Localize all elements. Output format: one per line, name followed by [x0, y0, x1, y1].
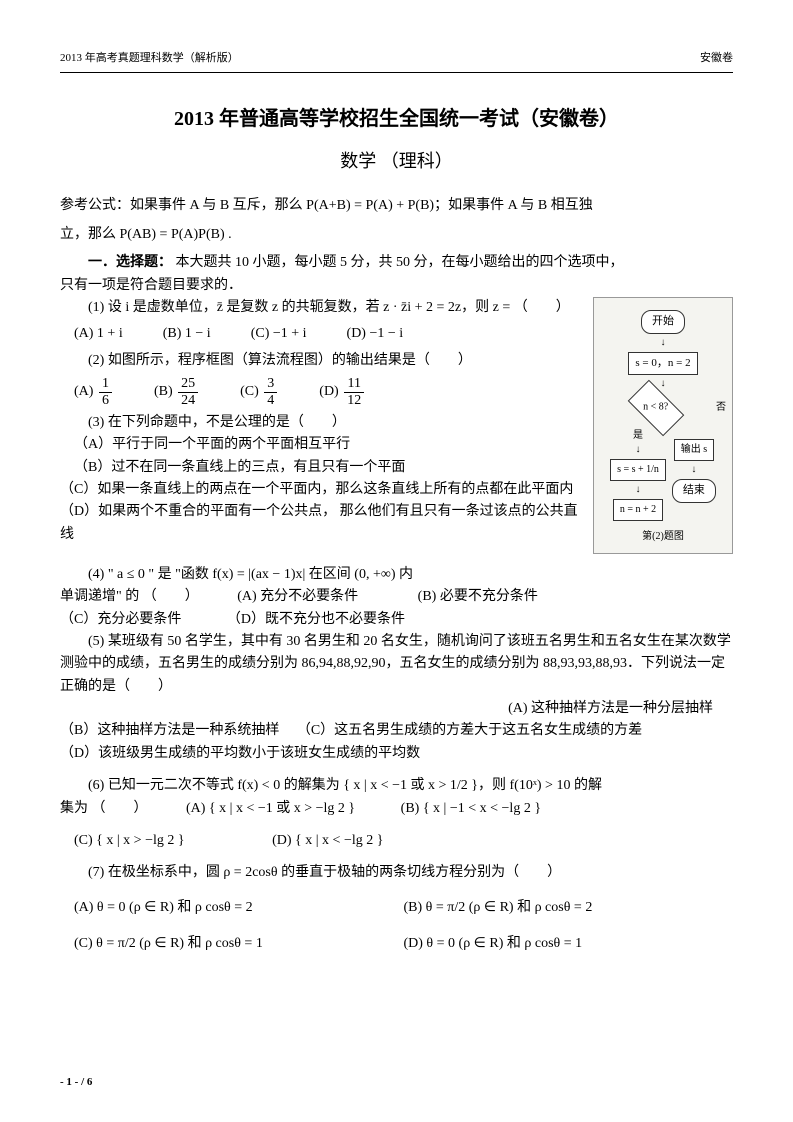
q1-opt-c: (C) −1 + i [251, 323, 307, 345]
q7-options-2: (C) θ = π/2 (ρ ∈ R) 和 ρ cosθ = 1 (D) θ =… [60, 931, 733, 957]
q4-text-1: (4) " a ≤ 0 " 是 "函数 f(x) = |(ax − 1)x| 在… [88, 567, 413, 582]
q6-text: (6) 已知一元二次不等式 f(x) < 0 的解集为 { x | x < −1… [60, 775, 733, 797]
frac-d: 1112 [344, 376, 364, 408]
arrow-icon: ↓ [600, 379, 726, 389]
fc-step2: n = n + 2 [613, 499, 663, 521]
q2-opt-b: (B) 2524 [154, 376, 200, 408]
frac-a-den: 6 [99, 393, 112, 408]
fc-caption: 第(2)题图 [600, 529, 726, 545]
q6-opt-c: (C) { x | x > −lg 2 } [74, 833, 185, 848]
formula-intro: 参考公式：如果事件 A 与 B 互斥，那么 P(A+B) = P(A) + P(… [60, 195, 733, 217]
sec-desc-1: 本大题共 10 小题，每小题 5 分，共 50 分，在每小题给出的四个选项中， [176, 255, 624, 270]
q6-opt-a: (A) { x | x < −1 或 x > −lg 2 } [186, 801, 355, 816]
fc-yes-label: 是 [633, 430, 643, 441]
section-1-title: 一．选择题： 本大题共 10 小题，每小题 5 分，共 50 分，在每小题给出的… [60, 252, 733, 274]
exam-title: 2013 年普通高等学校招生全国统一考试（安徽卷） [60, 103, 733, 135]
page-header: 2013 年高考真题理科数学（解析版） 安徽卷 [60, 50, 733, 73]
q5-opt-a: (A) 这种抽样方法是一种分层抽样 [508, 701, 713, 716]
q1-opt-a: (A) 1 + i [74, 323, 123, 345]
sec-title-text: 一．选择题： [88, 255, 172, 270]
q2-b-label: (B) [154, 384, 173, 399]
exam-subtitle: 数学 （理科） [60, 147, 733, 176]
q4-line3: （C）充分必要条件 （D）既不充分也不必要条件 [60, 609, 733, 631]
q7-options: (A) θ = 0 (ρ ∈ R) 和 ρ cosθ = 2 (B) θ = π… [60, 895, 733, 921]
q3-text: (3) 在下列命题中，不是公理的是（ ） [60, 412, 583, 434]
q5-opt-d: （D）该班级男生成绩的平均数小于该班女生成绩的平均数 [60, 743, 733, 765]
q7-opt-b: (B) θ = π/2 (ρ ∈ R) 和 ρ cosθ = 2 [404, 897, 734, 919]
frac-d-num: 11 [344, 376, 364, 392]
q2-c-label: (C) [240, 384, 259, 399]
arrow-icon: ↓ [610, 445, 666, 455]
q4-opt-c: （C）充分必要条件 [60, 612, 181, 627]
formula-line1: 参考公式：如果事件 A 与 B 互斥，那么 P(A+B) = P(A) + P(… [60, 198, 593, 213]
fc-start: 开始 [641, 310, 685, 334]
header-left: 2013 年高考真题理科数学（解析版） [60, 50, 239, 68]
q2-opt-c: (C) 34 [240, 376, 279, 408]
section-1-desc-2: 只有一项是符合题目要求的． [60, 275, 733, 297]
frac-b: 2524 [178, 376, 198, 408]
q2-a-label: (A) [74, 384, 93, 399]
q4-opt-a: (A) 充分不必要条件 [237, 589, 358, 604]
q2-d-label: (D) [319, 384, 338, 399]
q5-opts-2: （B）这种抽样方法是一种系统抽样 （C）这五名男生成绩的方差大于这五名女生成绩的… [60, 720, 733, 742]
q6-opt-b: (B) { x | −1 < x < −lg 2 } [401, 801, 541, 816]
fc-no-label: 否 [716, 400, 726, 416]
q7-opt-c: (C) θ = π/2 (ρ ∈ R) 和 ρ cosθ = 1 [74, 933, 404, 955]
q6-line3: (C) { x | x > −lg 2 } (D) { x | x < −lg … [60, 830, 733, 852]
frac-a-num: 1 [99, 376, 112, 392]
q5-text: (5) 某班级有 50 名学生，其中有 30 名男生和 20 名女生，随机询问了… [60, 631, 733, 698]
fc-cond-text: n < 8? [643, 400, 668, 416]
q1-text: (1) 设 i 是虚数单位，z̄ 是复数 z 的共轭复数，若 z · z̄i +… [60, 297, 583, 319]
q7-text: (7) 在极坐标系中，圆 ρ = 2cosθ 的垂直于极轴的两条切线方程分别为（… [60, 862, 733, 884]
q5-opts-1: (A) 这种抽样方法是一种分层抽样 [60, 698, 733, 720]
q2-opt-d: (D) 1112 [319, 376, 366, 408]
q3-opt-d: （D）如果两个不重合的平面有一个公共点， 那么他们有且只有一条过该点的公共直线 [60, 501, 583, 546]
q6-text-2: 集为 （ ） [60, 801, 141, 816]
q2-opt-a: (A) 16 [74, 376, 114, 408]
q5-opt-b: （B）这种抽样方法是一种系统抽样 [60, 723, 279, 738]
q2-text: (2) 如图所示，程序框图（算法流程图）的输出结果是（ ） [60, 350, 583, 372]
arrow-icon: ↓ [600, 338, 726, 348]
q4-opt-b: (B) 必要不充分条件 [418, 589, 538, 604]
q2-options: (A) 16 (B) 2524 (C) 34 (D) 1112 [60, 376, 583, 408]
fc-end: 结束 [672, 479, 716, 503]
formula-intro-2: 立，那么 P(AB) = P(A)P(B) . [60, 224, 733, 246]
fc-step1: s = s + 1/n [610, 459, 666, 481]
frac-d-den: 12 [344, 393, 364, 408]
q3-opt-c: （C）如果一条直线上的两点在一个平面内，那么这条直线上所有的点都在此平面内 [60, 479, 583, 501]
frac-c: 34 [264, 376, 277, 408]
q1-opt-d: (D) −1 − i [347, 323, 404, 345]
q1-options: (A) 1 + i (B) 1 − i (C) −1 + i (D) −1 − … [60, 323, 583, 345]
q4-text: (4) " a ≤ 0 " 是 "函数 f(x) = |(ax − 1)x| 在… [60, 564, 733, 586]
frac-c-den: 4 [264, 393, 277, 408]
fc-output: 输出 s [674, 439, 714, 461]
q4-opt-d: （D）既不充分也不必要条件 [227, 612, 405, 627]
q5-opt-c: （C）这五名男生成绩的方差大于这五名女生成绩的方差 [297, 723, 642, 738]
q7-opt-a: (A) θ = 0 (ρ ∈ R) 和 ρ cosθ = 2 [74, 897, 404, 919]
header-right: 安徽卷 [700, 50, 733, 68]
page-footer: - 1 - / 6 [60, 1074, 92, 1092]
q1-opt-b: (B) 1 − i [163, 323, 211, 345]
frac-c-num: 3 [264, 376, 277, 392]
q4-text-2: 单调递增" 的 （ ） [60, 589, 192, 604]
q7-opt-d: (D) θ = 0 (ρ ∈ R) 和 ρ cosθ = 1 [404, 933, 734, 955]
frac-b-den: 24 [178, 393, 198, 408]
q3-opt-b: （B）过不在同一条直线上的三点，有且只有一个平面 [60, 457, 583, 479]
q6-opt-d: (D) { x | x < −lg 2 } [272, 833, 383, 848]
arrow-icon: ↓ [672, 465, 716, 475]
frac-b-num: 25 [178, 376, 198, 392]
frac-a: 16 [99, 376, 112, 408]
q6-line2: 集为 （ ） (A) { x | x < −1 或 x > −lg 2 } (B… [60, 798, 733, 820]
arrow-icon: ↓ [610, 485, 666, 495]
q3-opt-a: （A）平行于同一个平面的两个平面相互平行 [60, 434, 583, 456]
flowchart-figure: 开始 ↓ s = 0，n = 2 ↓ n < 8? 否 是 ↓ s = s + … [593, 297, 733, 554]
fc-init: s = 0，n = 2 [628, 352, 697, 376]
q4-line2: 单调递增" 的 （ ） (A) 充分不必要条件 (B) 必要不充分条件 [60, 586, 733, 608]
